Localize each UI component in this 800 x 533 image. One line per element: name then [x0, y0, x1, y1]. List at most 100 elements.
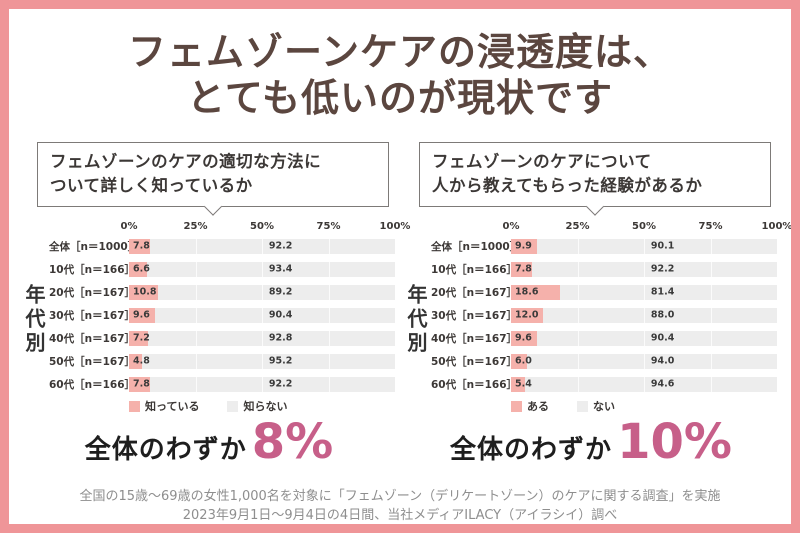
bar-value-no: 89.2	[268, 286, 293, 298]
row-label: 10代［n＝166］	[431, 263, 518, 276]
bar-value-no: 93.4	[268, 263, 293, 275]
chart-rows: 全体［n＝1000］ 9.9 90.1 10代［n＝166］ 7.8 92.2 20代［n＝…	[431, 235, 777, 396]
row-label: 50代［n＝167］	[49, 355, 136, 368]
legend-swatch	[511, 400, 522, 412]
bar-track: 5.4 94.6	[511, 376, 777, 392]
page-title: フェムゾーンケアの浸透度は、 とても低いのが現状です	[9, 9, 791, 122]
bar-value-no: 90.1	[650, 240, 675, 252]
gridline-75	[710, 261, 712, 277]
bar-value-yes: 4.8	[133, 355, 150, 367]
x-axis-tick: 25%	[183, 220, 208, 232]
bar-value-no: 90.4	[268, 309, 293, 321]
bar-value-yes: 9.6	[133, 309, 150, 321]
gridline-25	[195, 284, 197, 300]
row-label: 10代［n＝166］	[49, 263, 136, 276]
chart-columns: フェムゾーンのケアの適切な方法に ついて詳しく知っているか 年代別 0% 25% 5…	[9, 141, 791, 479]
legend-item: 知っている	[129, 399, 199, 414]
bar-value-no: 95.2	[268, 355, 293, 367]
gridline-50	[644, 284, 645, 300]
bar-value-yes: 7.8	[133, 378, 150, 390]
plot-area: 0% 25% 50% 75% 100% 全体［n＝1000］ 7.8 92.2 10代［n＝1…	[49, 220, 411, 414]
gridline-25	[577, 284, 579, 300]
bar-value-yes: 9.9	[515, 240, 532, 252]
bar-value-yes: 18.6	[515, 286, 539, 298]
chart-legend: 知っている 知らない	[129, 399, 395, 414]
survey-panel-experience: フェムゾーンのケアについて 人から教えてもらった経験があるか 年代別 0% 25%…	[404, 141, 791, 479]
summary-value: 10%	[617, 413, 732, 470]
chart-row: 20代［n＝167］ 18.6 81.4	[431, 281, 777, 304]
question-line-2: ついて詳しく知っているか	[50, 175, 253, 195]
legend-swatch	[577, 400, 588, 412]
gridline-75	[328, 261, 330, 277]
gridline-25	[195, 261, 197, 277]
bar-segment-yes	[129, 353, 142, 369]
gridline-50	[262, 238, 263, 254]
x-axis: 0% 25% 50% 75% 100%	[503, 220, 791, 235]
legend-item: 知らない	[227, 399, 287, 414]
chart-row: 60代［n＝166］ 5.4 94.6	[431, 373, 777, 396]
bar-track: 6.6 93.4	[129, 261, 395, 277]
bar-segment-yes	[511, 307, 543, 323]
legend-item: ある	[511, 399, 549, 414]
bar-track: 7.8 92.2	[129, 238, 395, 254]
x-axis-tick: 75%	[698, 220, 723, 232]
chart-row: 50代［n＝167］ 4.8 95.2	[49, 350, 395, 373]
chart-rows: 全体［n＝1000］ 7.8 92.2 10代［n＝166］ 6.6 93.4 20代［n＝…	[49, 235, 395, 396]
bar-value-no: 81.4	[650, 286, 675, 298]
gridline-50	[644, 330, 645, 346]
legend-item: ない	[577, 399, 615, 414]
bar-segment-yes	[129, 284, 158, 300]
x-axis-tick: 0%	[502, 220, 520, 232]
bar-track: 9.6 90.4	[511, 330, 777, 346]
gridline-25	[195, 238, 197, 254]
gridline-75	[328, 353, 330, 369]
footer-line-1: 全国の15歳～69歳の女性1,000名を対象に「フェムゾーン（デリケートゾーン）…	[79, 488, 721, 504]
gridline-50	[262, 261, 263, 277]
gridline-25	[577, 261, 579, 277]
x-axis-tick: 75%	[316, 220, 341, 232]
gridline-50	[262, 353, 263, 369]
x-axis-tick: 100%	[379, 220, 411, 232]
title-line-1: フェムゾーンケアの浸透度は、	[127, 29, 673, 74]
row-label: 30代［n＝167］	[431, 309, 518, 322]
bar-track: 7.2 92.8	[129, 330, 395, 346]
chart-row: 40代［n＝167］ 9.6 90.4	[431, 327, 777, 350]
summary-value: 8%	[251, 413, 334, 470]
x-axis-tick: 50%	[250, 220, 274, 232]
gridline-75	[710, 284, 712, 300]
row-label: 60代［n＝166］	[49, 378, 136, 391]
legend-label: 知っている	[145, 400, 200, 414]
gridline-50	[644, 238, 645, 254]
x-axis: 0% 25% 50% 75% 100%	[121, 220, 411, 235]
legend-label: 知らない	[243, 400, 288, 414]
gridline-75	[328, 307, 330, 323]
row-label: 60代［n＝166］	[431, 378, 518, 391]
summary-callout-experience: 全体のわずか 10%	[405, 416, 777, 479]
row-label: 30代［n＝167］	[49, 309, 136, 322]
gridline-75	[710, 353, 712, 369]
survey-source-note: 全国の15歳～69歳の女性1,000名を対象に「フェムゾーン（デリケートゾーン）…	[9, 487, 791, 524]
bar-segment-yes	[511, 376, 526, 392]
bar-track: 7.8 92.2	[129, 376, 395, 392]
bar-segment-yes	[129, 261, 147, 277]
bar-value-yes: 7.8	[515, 263, 532, 275]
gridline-50	[644, 376, 645, 392]
footer-line-2: 2023年9月1日～9月4日の4日間、当社メディアILACY（アイラシイ）調べ	[182, 508, 618, 524]
legend-swatch	[227, 400, 239, 412]
gridline-50	[262, 284, 263, 300]
gridline-25	[195, 376, 197, 392]
bar-track: 10.8 89.2	[129, 284, 395, 300]
bar-chart-knowledge: 年代別 0% 25% 50% 75% 100% 全体［n＝1000］ 7.8 92.2 10代…	[22, 220, 411, 414]
gridline-50	[644, 261, 645, 277]
bar-segment-yes	[511, 330, 537, 346]
chart-row: 20代［n＝167］ 10.8 89.2	[49, 281, 395, 304]
bar-segment-yes	[511, 261, 532, 277]
y-axis-label: 年代別	[404, 284, 428, 357]
row-label: 20代［n＝167］	[431, 286, 518, 299]
bar-segment-yes	[129, 376, 150, 392]
bar-segment-yes	[511, 238, 538, 254]
speech-bubble-notch	[203, 197, 223, 216]
summary-callout-knowledge: 全体のわずか 8%	[23, 416, 395, 479]
chart-row: 30代［n＝167］ 9.6 90.4	[49, 304, 395, 327]
